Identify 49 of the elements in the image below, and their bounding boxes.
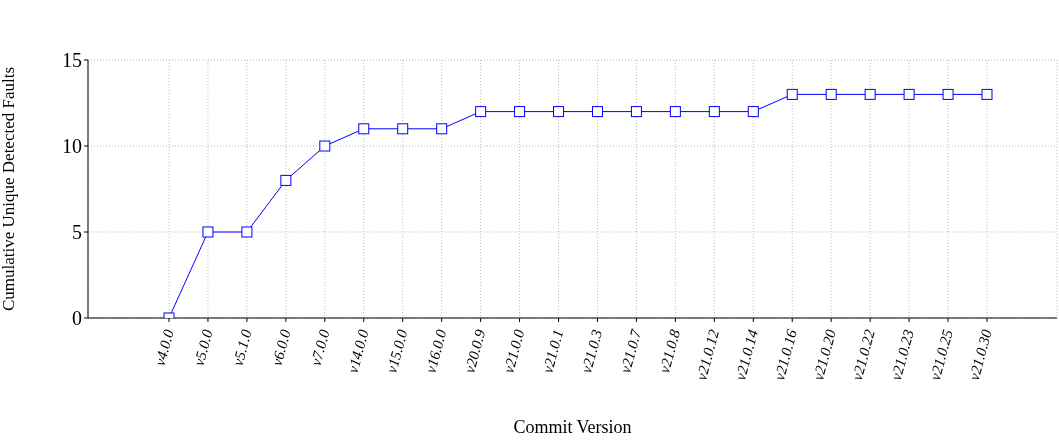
point (825, 88, 837, 100)
x-tick-label: v15.0.0 (383, 327, 411, 375)
x-tick-label: v21.0.3 (578, 327, 606, 375)
x-tick-label: v21.0.1 (539, 327, 567, 375)
x-tick-label: v4.0.0 (151, 327, 177, 368)
point (669, 106, 681, 118)
point (475, 106, 487, 118)
point (436, 123, 448, 135)
x-tick-label: v21.0.30 (965, 327, 995, 382)
x-tick-label: v21.0.12 (693, 327, 723, 382)
point (280, 174, 292, 186)
x-tick-label: v14.0.0 (344, 327, 372, 375)
y-tick-label: 5 (72, 221, 82, 244)
x-tick-label: v21.0.14 (732, 327, 762, 382)
x-tick-label: v21.0.22 (849, 327, 878, 382)
point (241, 226, 253, 238)
point (747, 106, 759, 118)
x-tick-label: v21.0.25 (926, 327, 956, 382)
x-tick-label: v16.0.0 (422, 327, 450, 375)
y-tick-label: 15 (62, 49, 82, 72)
point (319, 140, 331, 152)
x-tick-label: v21.0.7 (617, 326, 645, 375)
point (630, 106, 642, 118)
point (553, 106, 565, 118)
x-tick-label: v7.0.0 (307, 327, 333, 368)
x-tick-label: v21.0.0 (500, 327, 528, 375)
x-tick-label: v6.0.0 (268, 327, 294, 368)
point (358, 123, 370, 135)
x-tick-label: v5.1.0 (229, 327, 255, 368)
y-axis-title: Cumulative Unique Detected Faults (0, 66, 19, 312)
point (591, 106, 603, 118)
y-tick-label: 10 (62, 135, 82, 158)
point (514, 106, 526, 118)
point (786, 88, 798, 100)
point (397, 123, 409, 135)
x-tick-label: v21.0.16 (771, 327, 801, 382)
x-tick-label: v5.0.0 (190, 327, 216, 368)
point (942, 88, 954, 100)
x-tick-label: v20.0.9 (461, 327, 489, 375)
point (903, 88, 915, 100)
point (864, 88, 876, 100)
y-tick-label: 0 (72, 307, 82, 330)
x-tick-label: v21.0.23 (887, 327, 917, 382)
point (708, 106, 720, 118)
x-tick-label: v21.0.8 (656, 327, 684, 375)
x-axis-title: Commit Version (513, 417, 632, 437)
point (202, 226, 214, 238)
x-tick-label: v21.0.20 (810, 327, 840, 382)
point (981, 88, 993, 100)
